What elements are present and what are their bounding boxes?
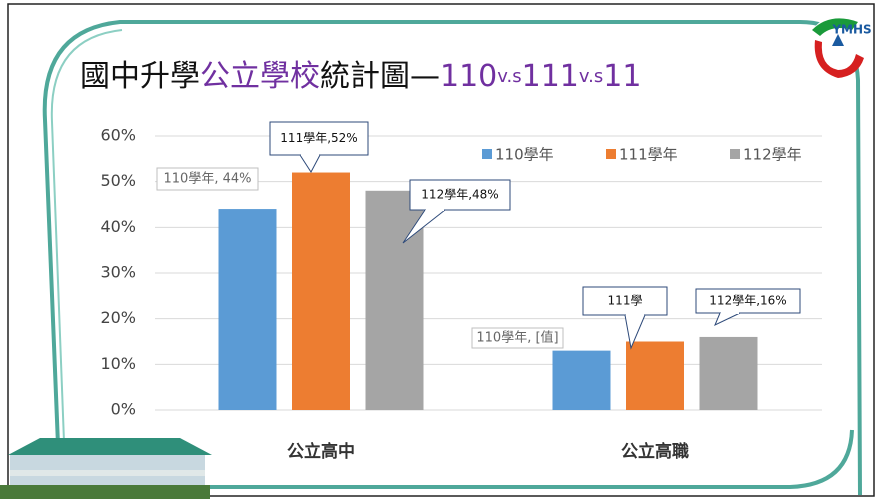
legend-label: 112學年 [743,146,802,164]
bar [700,337,758,410]
x-tick-label: 公立高職 [621,441,689,462]
building-floor [10,470,205,476]
chart-title: 國中升學公立學校統計圖—110v.s111v.s11 [80,59,641,94]
y-tick-label: 20% [100,308,136,327]
x-tick-label: 公立高中 [287,441,355,462]
legend-swatch [482,149,492,159]
bar [292,173,350,410]
title-part: 11 [603,59,641,94]
legend-label: 111學年 [619,146,678,164]
callout-label: 112學年,16% [709,294,786,308]
building-roof [8,438,212,455]
building [0,438,212,499]
title-part: 110 [440,59,497,94]
trees [0,485,210,499]
bar [366,191,424,410]
legend-label: 110學年 [495,146,554,164]
bar [219,209,277,410]
title-part: 國中升學 [80,59,200,94]
callout-label: 111學 [608,294,643,308]
slide: YMHS 國中升學公立學校統計圖—110v.s111v.s11 0%10%20%… [0,0,881,499]
title-part: v.s [497,66,521,87]
title-part: 111 [522,59,579,94]
y-tick-label: 10% [100,354,136,373]
logo-text: YMHS [831,23,871,37]
callout-label: 112學年,48% [421,188,498,202]
title-part: 統計圖— [320,59,440,94]
legend-swatch [606,149,616,159]
callout-label: 111學年,52% [280,131,357,145]
y-tick-label: 50% [100,171,136,190]
callout-label: 110學年, [值] [476,330,558,346]
bar [553,351,611,410]
y-tick-label: 0% [111,400,136,419]
title-part: 公立學校 [200,59,320,94]
callout-label: 110學年, 44% [164,172,252,187]
y-tick-label: 40% [100,217,136,236]
y-tick-label: 30% [100,263,136,282]
bar [626,342,684,411]
legend-swatch [730,149,740,159]
title-part: v.s [579,66,603,87]
y-tick-label: 60% [100,126,136,145]
